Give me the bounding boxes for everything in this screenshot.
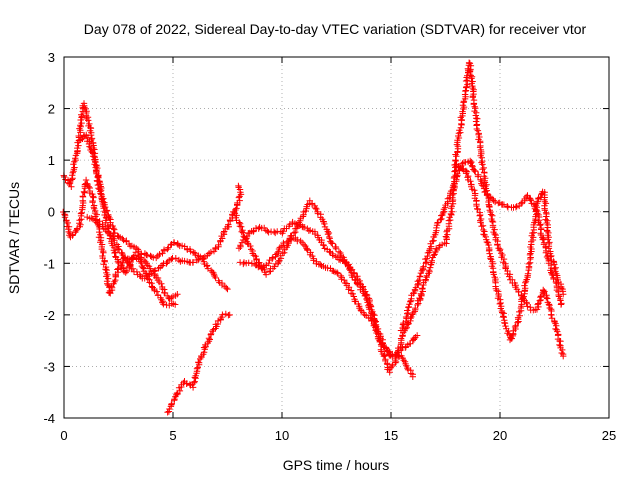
- y-tick-label: 3: [48, 50, 55, 65]
- axis-ticks: [63, 56, 610, 419]
- data-point-markers: [451, 161, 567, 344]
- x-axis-label: GPS time / hours: [283, 457, 390, 473]
- series-track-b: [60, 176, 179, 309]
- series-track-d: [84, 182, 245, 282]
- data-point-markers: [84, 182, 245, 282]
- x-tick-labels: 0 5 10 15 20 25: [60, 428, 616, 443]
- data-points: [60, 59, 567, 416]
- series-track-c: [77, 131, 231, 293]
- data-point-markers: [164, 310, 233, 416]
- plot-frame: [63, 56, 610, 419]
- y-tick-label: -2: [43, 308, 55, 323]
- y-tick-label: -1: [43, 256, 55, 271]
- x-tick-label: 15: [384, 428, 398, 443]
- x-tick-label: 20: [493, 428, 507, 443]
- data-point-markers: [77, 131, 231, 293]
- series-track-h: [236, 234, 416, 380]
- data-point-markers: [236, 234, 416, 380]
- x-tick-label: 5: [169, 428, 176, 443]
- chart-title: Day 078 of 2022, Sidereal Day-to-day VTE…: [84, 21, 587, 37]
- y-tick-label: 1: [48, 153, 55, 168]
- series-track-j: [416, 59, 567, 360]
- y-tick-label: 2: [48, 102, 55, 117]
- y-tick-label: -3: [43, 359, 55, 374]
- x-tick-label: 25: [602, 428, 616, 443]
- series-track-k: [451, 161, 567, 344]
- x-tick-label: 10: [275, 428, 289, 443]
- x-tick-label: 0: [60, 428, 67, 443]
- data-point-markers: [416, 59, 567, 360]
- data-point-markers: [60, 176, 179, 309]
- grid-lines: [64, 57, 609, 418]
- y-tick-label: 0: [48, 205, 55, 220]
- y-tick-labels: -4 -3 -2 -1 0 1 2 3: [43, 50, 55, 426]
- series-track-e: [164, 310, 233, 416]
- y-tick-label: -4: [43, 411, 55, 426]
- y-axis-label: SDTVAR / TECUs: [6, 182, 22, 294]
